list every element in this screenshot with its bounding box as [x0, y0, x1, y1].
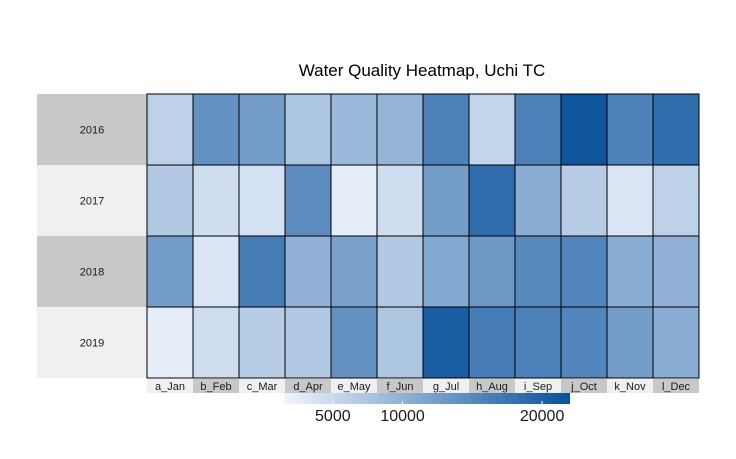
heatmap-cell [238, 235, 286, 308]
column-label: j_Oct [570, 381, 597, 393]
column-strip [285, 379, 331, 393]
heatmap-cell [330, 235, 378, 308]
color-legend: 5000 10000 20000 [284, 393, 570, 425]
heatmap-cell [422, 235, 470, 308]
column-strip [561, 379, 607, 393]
heatmap-cell [422, 306, 470, 379]
heatmap-cell [376, 306, 424, 379]
heatmap-cell [468, 306, 516, 379]
heatmap-cell [376, 93, 424, 166]
legend-colorbar [284, 393, 570, 404]
heatmap-cell [376, 235, 424, 308]
column-strip [331, 379, 377, 393]
legend-tick-label: 5000 [315, 408, 351, 425]
heatmap-cell [192, 235, 240, 308]
heatmap-cell [514, 164, 562, 237]
heatmap-cell [192, 164, 240, 237]
column-label: d_Apr [293, 381, 323, 393]
heatmap-cell [376, 164, 424, 237]
column-strip [423, 379, 469, 393]
heatmap-cell [146, 164, 194, 237]
column-strip [147, 379, 193, 393]
column-strip [515, 379, 561, 393]
heatmap-cell [422, 93, 470, 166]
heatmap-cell [146, 235, 194, 308]
column-strip [193, 379, 239, 393]
heatmap-cell [606, 164, 654, 237]
heatmap-cell [514, 93, 562, 166]
column-strip [239, 379, 285, 393]
heatmap-cell [284, 306, 332, 379]
heatmap-cell [330, 93, 378, 166]
row-label: 2018 [80, 267, 104, 279]
column-strip [607, 379, 653, 393]
heatmap-cell [284, 235, 332, 308]
heatmap-cell [330, 164, 378, 237]
heatmap-cell [560, 164, 608, 237]
heatmap-cell [514, 235, 562, 308]
column-label: f_Jun [387, 381, 414, 393]
legend-tick-label: 10000 [380, 408, 425, 425]
chart-title: Water Quality Heatmap, Uchi TC [299, 61, 546, 80]
heatmap-cell [560, 306, 608, 379]
heatmap-cell [606, 93, 654, 166]
column-label: e_May [337, 381, 371, 393]
heatmap-cells [146, 93, 700, 379]
heatmap-cell [514, 306, 562, 379]
heatmap-cell [652, 93, 700, 166]
column-label: a_Jan [155, 381, 185, 393]
heatmap-cell [238, 306, 286, 379]
legend-tick-label: 20000 [520, 408, 565, 425]
column-label: c_Mar [247, 381, 278, 393]
column-label: g_Jul [433, 381, 459, 393]
column-strip [653, 379, 699, 393]
heatmap-cell [238, 93, 286, 166]
heatmap-cell [468, 164, 516, 237]
heatmap-cell [468, 235, 516, 308]
column-label: i_Sep [524, 381, 552, 393]
row-label: 2016 [80, 125, 104, 137]
column-label: k_Nov [614, 381, 646, 393]
heatmap-cell [422, 164, 470, 237]
column-label: h_Aug [476, 381, 508, 393]
row-strip-group: 2016 2017 2018 2019 [37, 94, 147, 378]
column-label: l_Dec [662, 381, 691, 393]
heatmap-cell [560, 235, 608, 308]
heatmap-cell [468, 93, 516, 166]
row-label: 2019 [80, 338, 104, 350]
heatmap-cell [238, 164, 286, 237]
heatmap-cell [192, 93, 240, 166]
column-label: b_Feb [200, 381, 231, 393]
row-strip [37, 236, 147, 307]
row-strip [37, 307, 147, 378]
heatmap-cell [146, 93, 194, 166]
column-strip [469, 379, 515, 393]
row-strip [37, 165, 147, 236]
row-label: 2017 [80, 196, 104, 208]
row-strip [37, 94, 147, 165]
heatmap-cell [192, 306, 240, 379]
heatmap-cell [652, 235, 700, 308]
heatmap-cell [284, 93, 332, 166]
heatmap-cell [560, 93, 608, 166]
heatmap-cell [284, 164, 332, 237]
heatmap-cell [606, 235, 654, 308]
heatmap-cell [652, 306, 700, 379]
heatmap-cell [606, 306, 654, 379]
column-strip [377, 379, 423, 393]
heatmap-cell [330, 306, 378, 379]
heatmap-cell [146, 306, 194, 379]
column-strip-group: a_Jan b_Feb c_Mar d_Apr e_May f_Jun g_Jul h_Aug… [147, 379, 699, 393]
heatmap-cell [652, 164, 700, 237]
